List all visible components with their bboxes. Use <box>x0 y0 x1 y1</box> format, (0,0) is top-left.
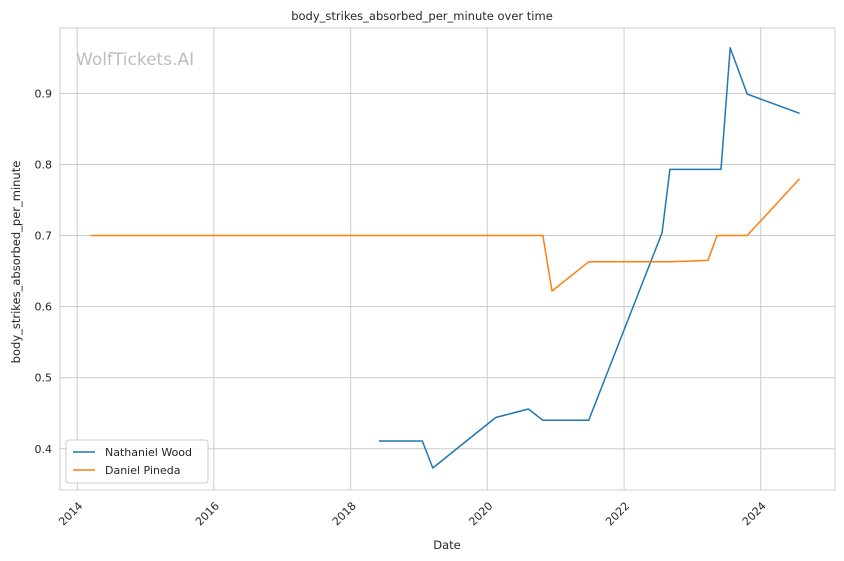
plot-frame <box>59 27 836 491</box>
series-line <box>90 178 801 292</box>
chart-title: body_strikes_absorbed_per_minute over ti… <box>291 9 553 23</box>
y-tick-label: 0.9 <box>35 87 53 100</box>
y-tick-label: 0.7 <box>35 230 53 243</box>
legend-box <box>65 439 209 484</box>
y-tick-label: 0.6 <box>35 301 53 314</box>
plot-area <box>60 28 835 490</box>
y-axis-ticks: 0.4 0.5 0.6 0.7 0.8 0.9 <box>35 87 53 455</box>
legend-label: Nathaniel Wood <box>105 446 192 459</box>
series-layer <box>90 47 801 469</box>
legend-label: Daniel Pineda <box>105 464 180 477</box>
y-axis-label: body_strikes_absorbed_per_minute <box>9 161 23 364</box>
y-tick-label: 0.8 <box>35 158 53 171</box>
legend: Nathaniel Wood Daniel Pineda <box>65 439 209 484</box>
y-tick-label: 0.4 <box>35 443 53 456</box>
series-line <box>378 47 800 469</box>
x-axis-label: Date <box>433 538 461 552</box>
y-tick-label: 0.5 <box>35 372 53 385</box>
watermark: WolfTickets.AI <box>76 50 194 70</box>
